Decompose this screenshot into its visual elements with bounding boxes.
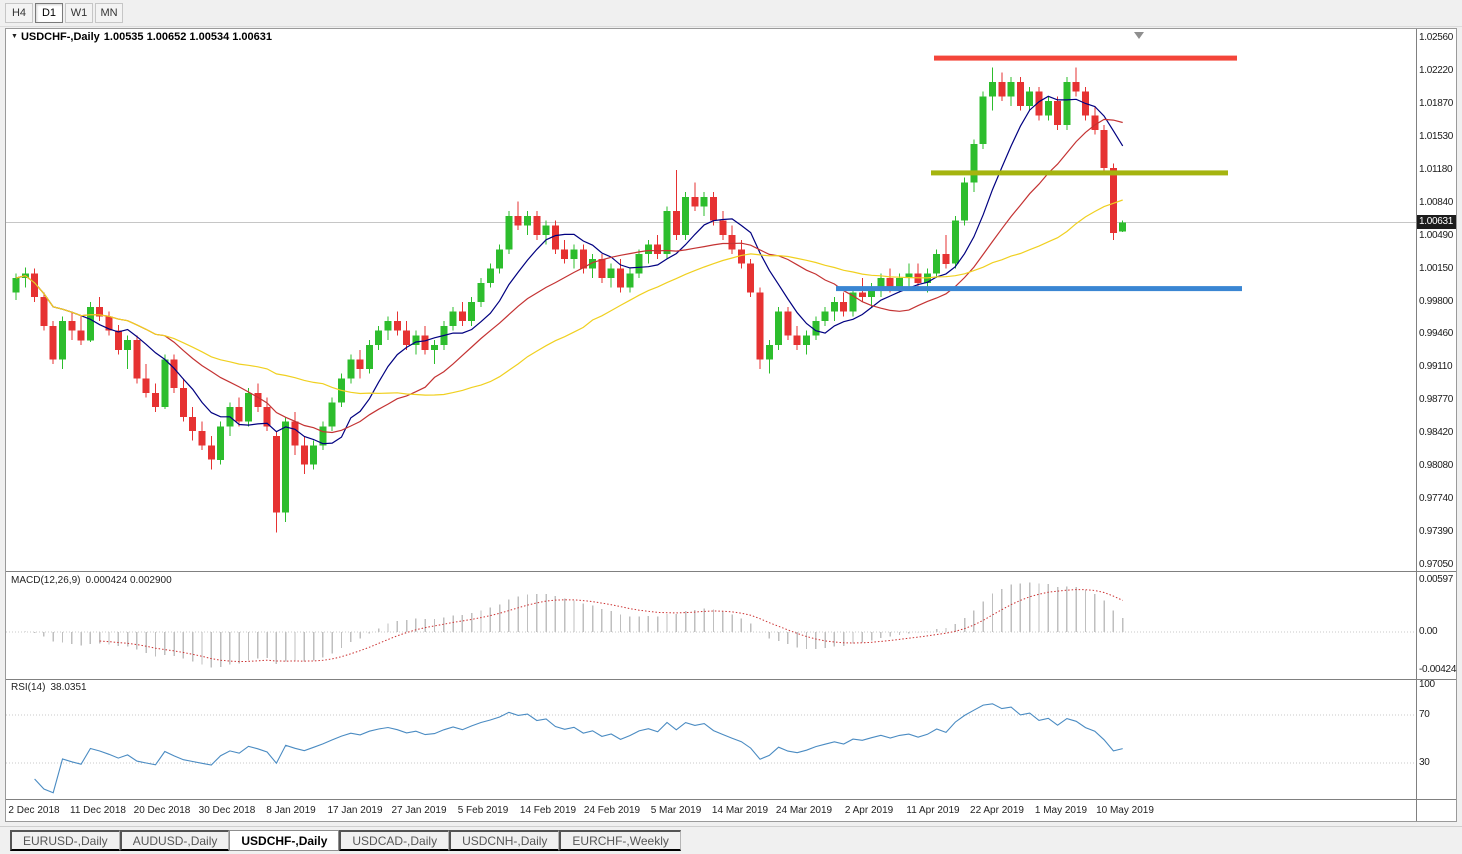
date-axis-label: 1 May 2019: [1034, 805, 1088, 816]
broken-support-line[interactable]: [931, 170, 1228, 176]
date-axis-label: 24 Mar 2019: [775, 805, 833, 816]
price-axis-label: 0.97390: [1419, 526, 1454, 537]
date-axis-label: 5 Feb 2019: [457, 805, 509, 816]
price-axis-label: 0.97050: [1419, 559, 1454, 570]
tab-usdchf-daily[interactable]: USDCHF-,Daily: [229, 830, 340, 851]
date-axis-label: 14 Feb 2019: [519, 805, 577, 816]
price-axis-label: 1.00840: [1419, 197, 1454, 208]
price-axis-label: 0.99800: [1419, 296, 1454, 307]
bid-price-badge: 1.00631: [1417, 215, 1456, 229]
rsi-pane-separator[interactable]: [6, 679, 1456, 680]
tab-usdcnh-daily[interactable]: USDCNH-,Daily: [449, 830, 560, 851]
date-axis-label: 27 Jan 2019: [391, 805, 447, 816]
price-axis-label: 0.98080: [1419, 460, 1454, 471]
macd-axis-label: 0.00: [1419, 626, 1438, 637]
rsi-axis-label: 30: [1419, 757, 1430, 768]
rsi-axis-label: 100: [1419, 679, 1435, 690]
date-axis-label: 30 Dec 2018: [198, 805, 256, 816]
macd-pane-separator[interactable]: [6, 571, 1456, 572]
date-axis[interactable]: 2 Dec 2018 11 Dec 2018 20 Dec 2018 30 Dec 2…: [6, 799, 1416, 821]
price-axis-label: 1.00150: [1419, 263, 1454, 274]
tab-eurchf-weekly[interactable]: EURCHF-,Weekly: [559, 830, 681, 851]
chart-title: ▼ USDCHF-,Daily 1.00535 1.00652 1.00534 1.…: [11, 31, 276, 43]
date-axis-label: 10 May 2019: [1096, 805, 1154, 816]
price-axis-label: 1.01870: [1419, 98, 1454, 109]
macd-axis-label: -0.00424: [1419, 664, 1457, 675]
price-axis-label: 0.98770: [1419, 394, 1454, 405]
rsi-line: [34, 703, 1123, 794]
price-pane[interactable]: [6, 55, 1416, 533]
price-axis-label: 0.97740: [1419, 493, 1454, 504]
rsi-pane[interactable]: [6, 703, 1416, 794]
chart-canvas[interactable]: [6, 29, 1416, 799]
price-axis-label: 1.00490: [1419, 230, 1454, 241]
chart-ohlc-values: 1.00535 1.00652 1.00534 1.00631: [103, 31, 272, 43]
date-axis-label: 11 Dec 2018: [70, 805, 126, 816]
macd-axis-label: 0.00597: [1419, 574, 1454, 585]
macd-signal-line: [99, 589, 1123, 663]
ma-medium-line: [15, 118, 1123, 434]
macd-histogram: [24, 582, 1124, 668]
timeframe-h4-button[interactable]: H4: [5, 3, 33, 23]
ma-slow-line: [15, 199, 1123, 396]
resistance-line[interactable]: [934, 55, 1237, 61]
tab-eurusd-daily[interactable]: EURUSD-,Daily: [10, 830, 120, 851]
date-axis-label: 2 Dec 2018: [8, 805, 60, 816]
rsi-value: 38.0351: [50, 682, 87, 693]
chart-shift-marker[interactable]: [1134, 32, 1144, 39]
macd-name: MACD(12,26,9): [11, 575, 81, 586]
price-axis-label: 0.99110: [1419, 361, 1453, 372]
date-axis-label: 22 Apr 2019: [970, 805, 1024, 816]
support-line[interactable]: [836, 286, 1242, 292]
macd-indicator-label: MACD(12,26,9) 0.000424 0.002900: [11, 575, 177, 586]
date-axis-label: 5 Mar 2019: [650, 805, 702, 816]
timeframe-mn-button[interactable]: MN: [95, 3, 123, 23]
price-axis-label: 0.99460: [1419, 328, 1454, 339]
rsi-indicator-label: RSI(14) 38.0351: [11, 682, 92, 693]
date-axis-label: 24 Feb 2019: [583, 805, 641, 816]
tab-audusd-daily[interactable]: AUDUSD-,Daily: [119, 830, 230, 851]
date-axis-separator: [6, 799, 1456, 800]
macd-pane[interactable]: [6, 582, 1416, 668]
rsi-axis-label: 70: [1419, 709, 1430, 720]
timeframe-d1-button[interactable]: D1: [35, 3, 63, 23]
price-axis-label: 1.01530: [1419, 131, 1454, 142]
price-axis-label: 0.98420: [1419, 427, 1454, 438]
chart-tabs: EURUSD-,Daily AUDUSD-,Daily USDCHF-,Dail…: [0, 826, 1462, 854]
timeframe-w1-button[interactable]: W1: [65, 3, 93, 23]
price-axis-label: 1.02560: [1419, 32, 1454, 43]
rsi-name: RSI(14): [11, 682, 46, 693]
date-axis-label: 14 Mar 2019: [711, 805, 769, 816]
date-axis-label: 8 Jan 2019: [266, 805, 316, 816]
date-axis-label: 20 Dec 2018: [133, 805, 191, 816]
date-axis-label: 17 Jan 2019: [327, 805, 383, 816]
timeframe-toolbar: H4 D1 W1 MN: [0, 0, 1462, 27]
price-axis[interactable]: 1.00631 1.02560 1.02220 1.01870 1.01530 1.01…: [1416, 29, 1456, 821]
date-axis-label: 2 Apr 2019: [844, 805, 894, 816]
chart-symbol-label: USDCHF-,Daily: [20, 31, 100, 43]
chart-dropdown-icon[interactable]: ▼: [11, 33, 18, 40]
price-axis-label: 1.01180: [1419, 164, 1453, 175]
date-axis-label: 11 Apr 2019: [906, 805, 960, 816]
chart-window[interactable]: ▼ USDCHF-,Daily 1.00535 1.00652 1.00534 1.…: [5, 28, 1457, 822]
price-axis-label: 1.02220: [1419, 65, 1454, 76]
tab-usdcad-daily[interactable]: USDCAD-,Daily: [339, 830, 450, 851]
candlesticks: [12, 67, 1127, 533]
macd-values: 0.000424 0.002900: [85, 575, 172, 586]
